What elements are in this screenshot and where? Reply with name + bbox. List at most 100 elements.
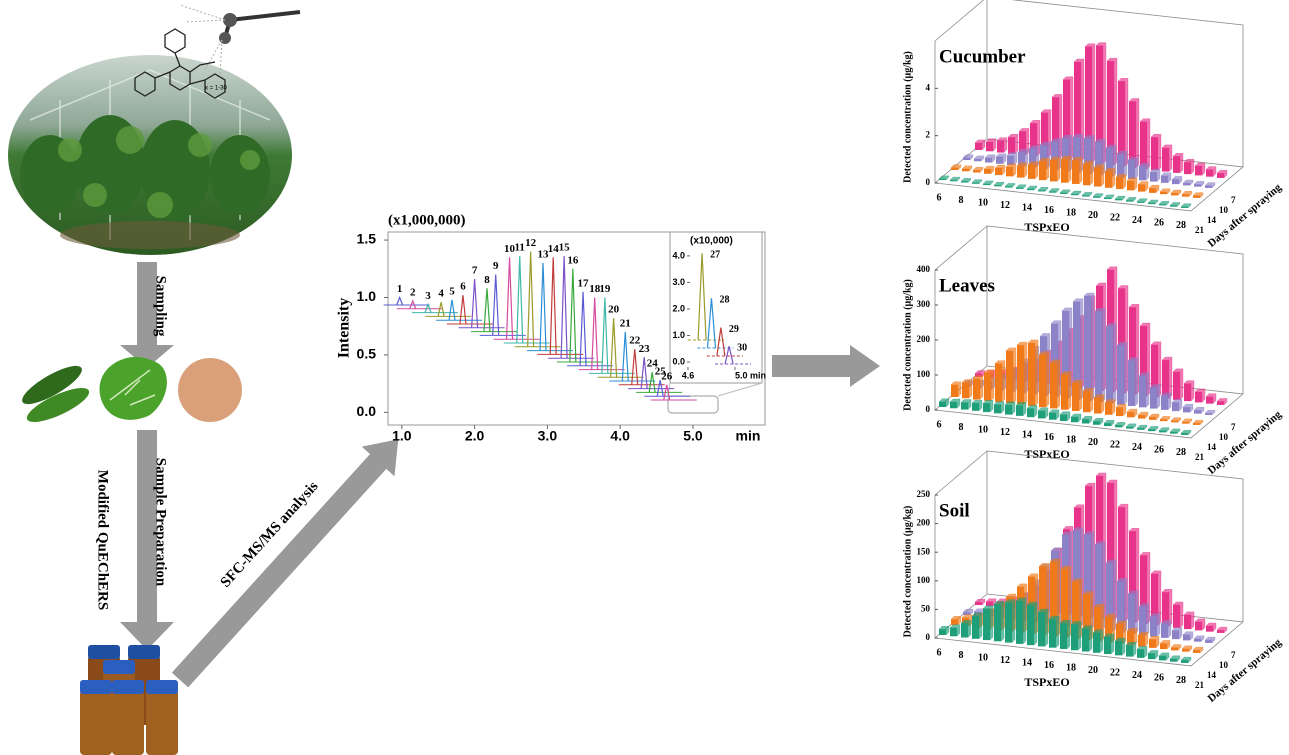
bar [1148, 202, 1155, 205]
peak-label: 18 [589, 283, 601, 295]
depth-tick-label: 21 [1195, 225, 1205, 235]
bar [1030, 123, 1037, 157]
zoom-box [667, 395, 719, 414]
bar [1116, 624, 1123, 645]
peak-label: 12 [525, 237, 537, 249]
x-tick-label: 12 [1000, 427, 1010, 438]
inset-y-tick-label: 0.0 [672, 356, 685, 366]
bar [1150, 616, 1157, 637]
bar [975, 142, 982, 150]
peak [459, 295, 467, 325]
peak-label: 20 [608, 304, 620, 316]
bar [939, 401, 946, 407]
z-tick-label: 150 [917, 546, 931, 556]
bar [1084, 295, 1091, 401]
peak-label: 2 [410, 286, 416, 298]
bar [974, 158, 981, 162]
bar [1060, 623, 1067, 649]
bar [1084, 138, 1091, 174]
bar [939, 178, 946, 180]
inset-y-tick-label: 2.0 [672, 303, 685, 313]
bar [1183, 183, 1190, 186]
y-tick-label: 1.0 [357, 288, 377, 304]
step-label: Sampling [153, 276, 169, 337]
bar [1062, 138, 1069, 172]
bar [1127, 412, 1134, 418]
formula-note: x = 1-30 [205, 86, 228, 92]
bar [1194, 184, 1201, 187]
bar [972, 403, 979, 411]
bar [1183, 407, 1190, 413]
bar [1193, 423, 1200, 425]
bar [1148, 429, 1155, 432]
bar [973, 378, 980, 400]
x-tick-label: 26 [1154, 445, 1164, 456]
peak-label: 22 [629, 335, 641, 347]
bar [1184, 614, 1191, 630]
bar [1151, 344, 1158, 398]
step-label: Modified QuEChERS [95, 470, 111, 610]
bar [1050, 160, 1057, 182]
bar-chart-3d: 0 50 100 150 200 250 Detected concentration (μ… [902, 450, 1284, 705]
bar [1095, 142, 1102, 176]
peak-label: 24 [647, 358, 659, 370]
inset-y-tick-label: 3.0 [672, 277, 685, 287]
bar [1071, 624, 1078, 651]
bar [951, 619, 958, 625]
peak [601, 297, 609, 374]
depth-tick-label: 21 [1195, 452, 1205, 462]
bar [1127, 180, 1134, 191]
bar [997, 140, 1004, 153]
bar [1206, 396, 1213, 404]
inset-peak [697, 253, 707, 341]
peak-label: 6 [460, 281, 466, 293]
depth-tick-label: 10 [1219, 432, 1229, 442]
x-tick-label: 22 [1110, 668, 1120, 679]
bar [1150, 172, 1157, 182]
depth-tick-label: 14 [1207, 215, 1217, 225]
peak [640, 357, 648, 389]
bar [1138, 415, 1145, 419]
bar [1082, 419, 1089, 424]
x-tick-label: 16 [1044, 432, 1054, 443]
bar [1117, 345, 1124, 405]
bar [962, 168, 969, 172]
z-tick-label: 200 [917, 334, 931, 344]
bar [1140, 121, 1147, 170]
z-axis-label: Detected concentration (μg/kg) [902, 51, 913, 183]
bar [1038, 410, 1045, 419]
z-tick-label: 400 [917, 264, 931, 274]
bar [1106, 148, 1113, 177]
bar [1182, 648, 1189, 652]
bar [1139, 166, 1146, 181]
x-tick-label: 26 [1154, 218, 1164, 229]
z-axis-label: Detected concentration (μg/kg) [902, 506, 913, 638]
bar [1061, 569, 1068, 638]
bar [983, 403, 990, 413]
bar [1118, 288, 1125, 394]
bar [1006, 350, 1013, 404]
bar [1084, 534, 1091, 629]
bar [1128, 160, 1135, 180]
bar [1118, 507, 1125, 622]
inset-peak [716, 327, 726, 357]
bar [1217, 173, 1224, 178]
y-tick-label: 0.5 [357, 346, 377, 362]
bar [983, 608, 990, 641]
z-tick-label: 0 [926, 632, 931, 642]
x-tick-label: 18 [1066, 663, 1076, 674]
bar [1073, 137, 1080, 173]
bar [1094, 397, 1101, 414]
bar [1083, 594, 1090, 641]
bar [1118, 81, 1125, 167]
bar [1018, 152, 1025, 167]
inset-peak-label: 27 [710, 250, 720, 261]
bar [1027, 408, 1034, 418]
bar [1151, 573, 1158, 626]
bar [1016, 600, 1023, 644]
peak [560, 256, 568, 359]
z-tick-label: 100 [917, 369, 931, 379]
bar [962, 382, 969, 399]
z-tick-label: 300 [917, 299, 931, 309]
